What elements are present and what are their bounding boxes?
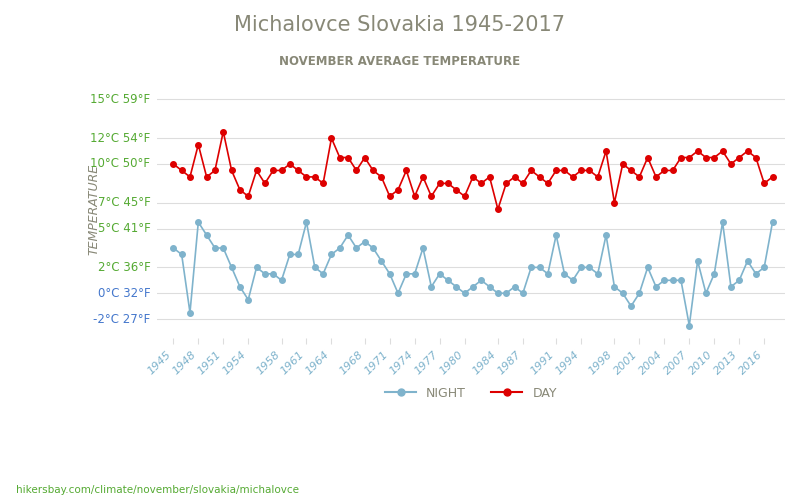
NIGHT xyxy=(676,278,686,283)
NIGHT xyxy=(726,284,736,290)
DAY xyxy=(726,161,736,167)
Text: 5°C 41°F: 5°C 41°F xyxy=(98,222,150,235)
Text: 10°C 50°F: 10°C 50°F xyxy=(90,158,150,170)
DAY xyxy=(169,161,178,167)
Text: 0°C 32°F: 0°C 32°F xyxy=(98,286,150,300)
DAY xyxy=(685,154,694,160)
Text: 15°C 59°F: 15°C 59°F xyxy=(90,93,150,106)
NIGHT xyxy=(477,278,486,283)
Text: 2°C 36°F: 2°C 36°F xyxy=(98,261,150,274)
DAY xyxy=(701,154,710,160)
DAY xyxy=(768,174,778,180)
NIGHT xyxy=(701,290,710,296)
NIGHT xyxy=(194,219,203,225)
NIGHT xyxy=(310,264,320,270)
DAY xyxy=(310,174,320,180)
NIGHT xyxy=(377,258,386,264)
Text: hikersbay.com/climate/november/slovakia/michalovce: hikersbay.com/climate/november/slovakia/… xyxy=(16,485,299,495)
NIGHT xyxy=(169,245,178,251)
DAY xyxy=(477,180,486,186)
NIGHT xyxy=(768,219,778,225)
Text: -2°C 27°F: -2°C 27°F xyxy=(93,312,150,326)
Line: DAY: DAY xyxy=(170,129,775,212)
Legend: NIGHT, DAY: NIGHT, DAY xyxy=(380,382,562,404)
Text: 7°C 45°F: 7°C 45°F xyxy=(98,196,150,209)
Line: NIGHT: NIGHT xyxy=(170,220,775,328)
DAY xyxy=(493,206,502,212)
Text: Michalovce Slovakia 1945-2017: Michalovce Slovakia 1945-2017 xyxy=(234,15,566,35)
DAY xyxy=(377,174,386,180)
Text: NOVEMBER AVERAGE TEMPERATURE: NOVEMBER AVERAGE TEMPERATURE xyxy=(279,55,521,68)
NIGHT xyxy=(685,322,694,328)
Y-axis label: TEMPERATURE: TEMPERATURE xyxy=(87,164,100,255)
Text: 12°C 54°F: 12°C 54°F xyxy=(90,132,150,144)
DAY xyxy=(218,128,228,134)
